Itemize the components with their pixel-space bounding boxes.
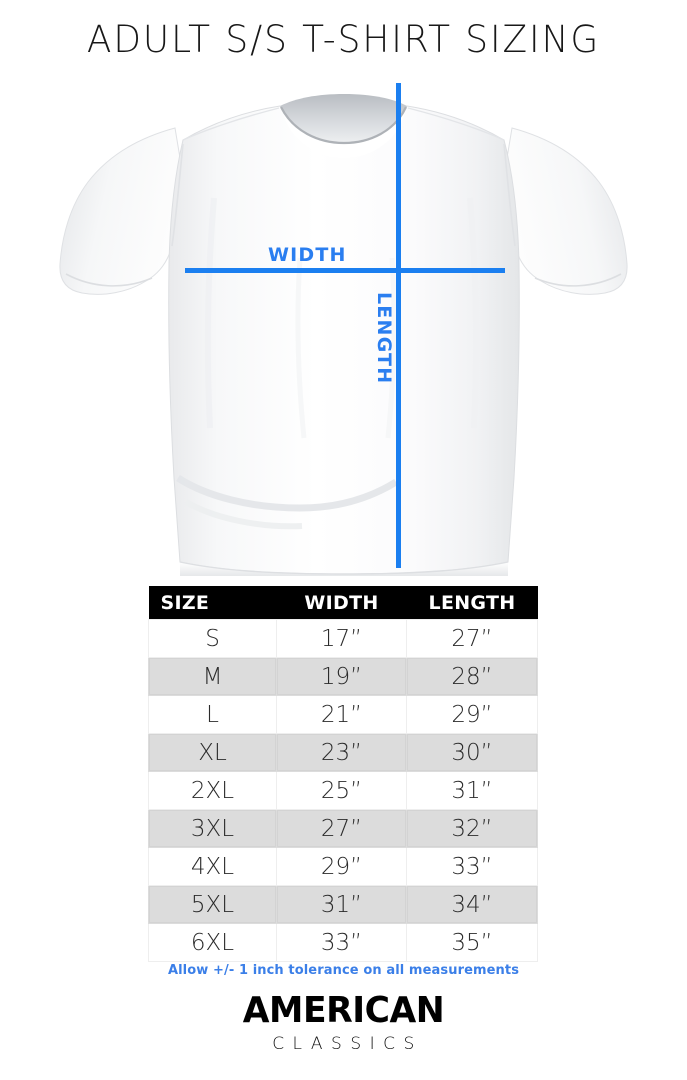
column-header-width: WIDTH [276, 586, 407, 620]
table-row: 6XL 33” 35” [148, 923, 538, 962]
page-title: ADULT S/S T-SHIRT SIZING [86, 18, 601, 61]
cell-length: 30” [406, 733, 538, 772]
cell-width: 31” [276, 885, 407, 924]
cell-length: 28” [406, 657, 538, 696]
cell-width: 21” [276, 695, 407, 734]
brand-logo: AMERICAN CLASSICS [0, 992, 687, 1054]
table-row: L 21” 29” [148, 695, 538, 734]
cell-length: 31” [406, 771, 538, 810]
cell-length: 33” [406, 847, 538, 886]
cell-size: L [148, 695, 277, 734]
cell-width: 23” [276, 733, 407, 772]
cell-width: 33” [276, 923, 407, 962]
cell-size: M [148, 657, 277, 696]
table-row: 3XL 27” 32” [148, 809, 538, 848]
cell-width: 17” [276, 619, 407, 658]
cell-width: 29” [276, 847, 407, 886]
tshirt-svg [59, 94, 628, 576]
sizing-table: SIZE WIDTH LENGTH S 17” 27” M 19” 28” L … [148, 586, 538, 962]
table-row: 2XL 25” 31” [148, 771, 538, 810]
table-row: S 17” 27” [148, 619, 538, 658]
cell-size: XL [148, 733, 277, 772]
cell-size: 2XL [148, 771, 277, 810]
table-row: XL 23” 30” [148, 733, 538, 772]
cell-width: 27” [276, 809, 407, 848]
brand-name-secondary: CLASSICS [272, 1033, 423, 1054]
cell-length: 35” [406, 923, 538, 962]
brand-name-primary: AMERICAN [242, 990, 445, 1031]
cell-size: 4XL [148, 847, 277, 886]
column-header-length: LENGTH [406, 586, 538, 620]
cell-length: 34” [406, 885, 538, 924]
cell-length: 32” [406, 809, 538, 848]
cell-size: 5XL [148, 885, 277, 924]
cell-width: 25” [276, 771, 407, 810]
table-header-row: SIZE WIDTH LENGTH [148, 586, 538, 620]
cell-length: 29” [406, 695, 538, 734]
column-header-size: SIZE [148, 586, 277, 620]
table-row: 4XL 29” 33” [148, 847, 538, 886]
cell-size: 3XL [148, 809, 277, 848]
cell-width: 19” [276, 657, 407, 696]
table-row: 5XL 31” 34” [148, 885, 538, 924]
cell-size: 6XL [148, 923, 277, 962]
tshirt-illustration [0, 78, 687, 578]
cell-size: S [148, 619, 277, 658]
tolerance-note: Allow +/- 1 inch tolerance on all measur… [167, 963, 520, 978]
table-row: M 19” 28” [148, 657, 538, 696]
cell-length: 27” [406, 619, 538, 658]
